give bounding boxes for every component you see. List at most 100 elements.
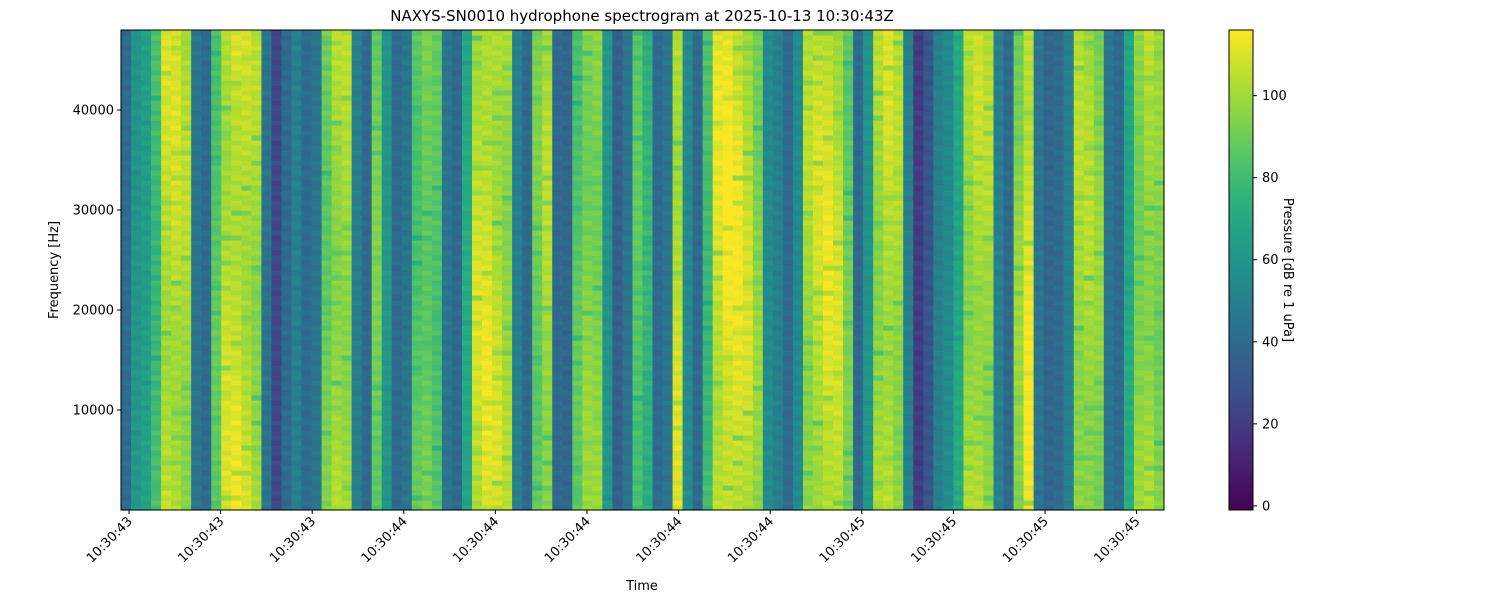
heatmap-cell xyxy=(331,500,343,506)
heatmap-cell xyxy=(291,255,303,261)
heatmap-cell xyxy=(191,395,202,401)
heatmap-cell xyxy=(632,260,644,266)
heatmap-cell xyxy=(582,505,593,511)
heatmap-cell xyxy=(411,360,423,366)
heatmap-cell xyxy=(441,250,453,256)
heatmap-cell xyxy=(602,475,614,481)
heatmap-cell xyxy=(291,125,303,131)
heatmap-cell xyxy=(211,415,222,421)
heatmap-cell xyxy=(331,400,343,406)
heatmap-cell xyxy=(391,380,403,386)
heatmap-cell xyxy=(441,180,453,186)
heatmap-cell xyxy=(151,275,162,281)
heatmap-cell xyxy=(401,405,413,411)
heatmap-cell xyxy=(562,175,573,181)
heatmap-cell xyxy=(391,385,403,391)
heatmap-cell xyxy=(211,350,222,356)
heatmap-cell xyxy=(632,235,644,241)
heatmap-cell xyxy=(582,185,593,191)
heatmap-cell xyxy=(331,360,343,366)
heatmap-cell xyxy=(582,140,593,146)
heatmap-cell xyxy=(201,90,212,96)
heatmap-cell xyxy=(121,160,132,166)
heatmap-cell xyxy=(612,195,624,201)
heatmap-cell xyxy=(421,490,433,496)
heatmap-cell xyxy=(141,435,152,441)
heatmap-cell xyxy=(461,295,473,301)
heatmap-cell xyxy=(592,440,603,446)
heatmap-cell xyxy=(281,90,293,96)
heatmap-cell xyxy=(311,140,323,146)
heatmap-cell xyxy=(461,115,473,121)
heatmap-cell xyxy=(301,130,313,136)
heatmap-cell xyxy=(512,180,523,186)
heatmap-cell xyxy=(291,425,303,431)
heatmap-cell xyxy=(261,450,273,456)
heatmap-cell xyxy=(572,245,583,251)
heatmap-cell xyxy=(411,180,423,186)
heatmap-cell xyxy=(201,290,212,296)
heatmap-cell xyxy=(271,215,283,221)
heatmap-cell xyxy=(231,390,242,396)
heatmap-cell xyxy=(361,110,373,116)
heatmap-cell xyxy=(251,105,263,111)
heatmap-cell xyxy=(331,40,343,46)
heatmap-cell xyxy=(502,240,513,246)
heatmap-cell xyxy=(251,420,263,426)
heatmap-cell xyxy=(592,55,603,61)
heatmap-cell xyxy=(291,265,303,271)
heatmap-cell xyxy=(522,485,533,491)
heatmap-cell xyxy=(291,430,303,436)
heatmap-cell xyxy=(622,175,634,181)
heatmap-cell xyxy=(141,370,152,376)
heatmap-cell xyxy=(271,310,283,316)
heatmap-cell xyxy=(622,375,634,381)
heatmap-cell xyxy=(361,375,373,381)
heatmap-cell xyxy=(221,155,232,161)
heatmap-cell xyxy=(161,45,172,51)
heatmap-cell xyxy=(562,95,573,101)
heatmap-cell xyxy=(291,275,303,281)
heatmap-cell xyxy=(361,95,373,101)
heatmap-cell xyxy=(502,320,513,326)
heatmap-cell xyxy=(411,395,423,401)
heatmap-cell xyxy=(121,225,132,231)
heatmap-cell xyxy=(241,75,252,81)
heatmap-cell xyxy=(492,465,503,471)
heatmap-cell xyxy=(181,110,192,116)
heatmap-cell xyxy=(311,195,323,201)
heatmap-cell xyxy=(341,475,353,481)
heatmap-cell xyxy=(191,120,202,126)
heatmap-cell xyxy=(181,45,192,51)
heatmap-cell xyxy=(241,130,252,136)
heatmap-cell xyxy=(371,215,383,221)
heatmap-cell xyxy=(522,455,533,461)
heatmap-cell xyxy=(231,65,242,71)
heatmap-cell xyxy=(391,260,403,266)
heatmap-cell xyxy=(441,125,453,131)
heatmap-cell xyxy=(361,505,373,511)
heatmap-cell xyxy=(401,240,413,246)
heatmap-cell xyxy=(321,150,333,156)
heatmap-cell xyxy=(351,435,363,441)
heatmap-cell xyxy=(371,305,383,311)
heatmap-cell xyxy=(381,410,393,416)
heatmap-cell xyxy=(441,270,453,276)
heatmap-cell xyxy=(301,355,313,361)
heatmap-cell xyxy=(271,445,283,451)
heatmap-cell xyxy=(401,110,413,116)
heatmap-cell xyxy=(592,405,603,411)
heatmap-cell xyxy=(151,190,162,196)
heatmap-cell xyxy=(612,400,624,406)
heatmap-cell xyxy=(602,305,614,311)
heatmap-cell xyxy=(201,55,212,61)
heatmap-cell xyxy=(131,400,142,406)
heatmap-cell xyxy=(371,315,383,321)
heatmap-cell xyxy=(361,390,373,396)
heatmap-cell xyxy=(251,110,263,116)
heatmap-cell xyxy=(522,60,533,66)
heatmap-cell xyxy=(622,370,634,376)
heatmap-cell xyxy=(371,350,383,356)
heatmap-cell xyxy=(441,225,453,231)
heatmap-cell xyxy=(401,490,413,496)
